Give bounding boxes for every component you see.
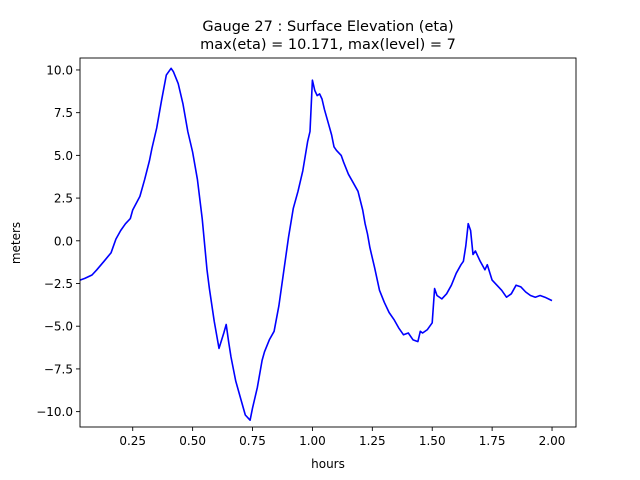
series-line-0 — [79, 67, 553, 422]
y-tick-label: −10.0 — [36, 405, 73, 419]
x-axis-label: hours — [311, 457, 345, 471]
chart-title: Gauge 27 : Surface Elevation (eta) — [202, 19, 453, 35]
x-tick-label: 2.00 — [539, 434, 566, 448]
x-tick-label: 0.50 — [179, 434, 206, 448]
y-tick-label: 7.5 — [54, 106, 73, 120]
y-tick-label: −7.5 — [44, 362, 73, 376]
chart-subtitle: max(eta) = 10.171, max(level) = 7 — [200, 37, 456, 53]
x-tick-label: 0.75 — [239, 434, 266, 448]
x-tick-label: 1.00 — [299, 434, 326, 448]
y-tick-label: 2.5 — [54, 192, 73, 206]
x-tick-label: 1.75 — [479, 434, 506, 448]
x-tick-label: 1.25 — [359, 434, 386, 448]
x-tick-label: 1.50 — [419, 434, 446, 448]
y-tick-label: −5.0 — [44, 320, 73, 334]
y-tick-label: 5.0 — [54, 149, 73, 163]
y-tick-label: 0.0 — [54, 234, 73, 248]
y-tick-label: −2.5 — [44, 277, 73, 291]
axes: 0.25 0.50 0.75 1.00 1.25 1.50 1.75 2.00 −10.0 −7.… — [36, 57, 577, 448]
y-axis-label: meters — [9, 222, 23, 264]
plot-area — [79, 67, 553, 422]
axes-frame — [79, 57, 577, 428]
x-tick-label: 0.25 — [119, 434, 146, 448]
y-tick-label: 10.0 — [46, 63, 73, 77]
